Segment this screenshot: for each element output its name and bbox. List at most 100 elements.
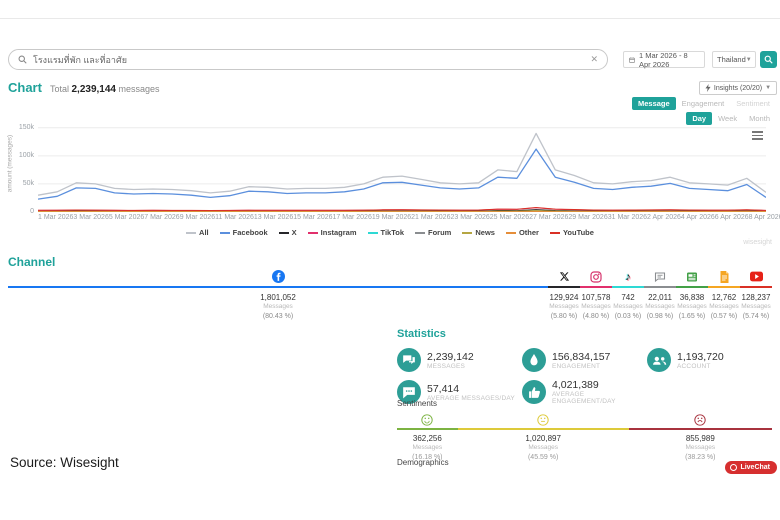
search-input[interactable]: โรงแรมที่พัก และที่อาศัย ✕ <box>8 49 608 70</box>
chart-menu-icon[interactable] <box>752 131 763 142</box>
sentiment-percent: (45.59 %) <box>527 454 559 461</box>
legend-item-instagram[interactable]: Instagram <box>307 228 357 237</box>
stat-value: 2,239,142 <box>427 350 474 363</box>
x-tick-label: 4 Apr 2026 <box>680 214 715 221</box>
x-tick-label: 15 Mar 2026 <box>293 214 333 221</box>
chart-watermark: wisesight <box>743 239 772 246</box>
top-divider <box>0 18 780 19</box>
sentiment-percent: (16.18 %) <box>412 454 443 461</box>
document-icon <box>719 269 730 284</box>
tab-message[interactable]: Message <box>631 97 676 110</box>
legend-label: Instagram <box>320 228 357 237</box>
date-range-value: 1 Mar 2026 - 8 Apr 2026 <box>638 50 688 69</box>
tab-month[interactable]: Month <box>749 114 770 123</box>
statistics-title: Statistics <box>397 328 446 340</box>
sentiment-negative: 855,989 Messages (38.23 %) <box>628 413 772 461</box>
y-axis-label: 100k <box>18 152 34 159</box>
stat-label: ENGAGEMENT <box>552 362 601 370</box>
channel-facebook: 1,801,052 Messages (80.43 %) <box>8 269 548 320</box>
negative-face-icon <box>694 413 706 426</box>
tab-engagement[interactable]: Engagement <box>681 99 725 108</box>
instagram-icon <box>590 269 602 284</box>
channel-unit: Messages <box>709 303 739 310</box>
channel-youtube: 128,237 Messages (5.74 %) <box>740 269 772 320</box>
channel-x: 129,924 Messages (5.80 %) <box>548 269 580 320</box>
legend-label: X <box>291 228 297 237</box>
x-tick-label: 25 Mar 2026 <box>489 214 530 221</box>
country-value: Thailand <box>717 55 746 64</box>
channel-unit: Messages <box>677 303 707 310</box>
legend-marker <box>186 231 197 234</box>
avg-engagement-icon <box>522 380 546 404</box>
x-tick-label: 3 Mar 2026 <box>73 214 109 221</box>
livechat-badge[interactable]: LiveChat <box>725 461 777 474</box>
x-tick-label: 6 Apr 2026 <box>714 214 749 221</box>
search-button[interactable] <box>760 51 777 68</box>
legend-label: Facebook <box>232 228 268 237</box>
legend-item-all[interactable]: All <box>186 228 209 237</box>
tab-week[interactable]: Week <box>718 114 738 123</box>
legend-marker <box>505 231 516 234</box>
demographics-title: Demographics <box>397 458 449 467</box>
channel-percent: (5.74 %) <box>742 313 770 320</box>
tiktok-icon: ♪ <box>625 270 631 283</box>
insights-button[interactable]: Insights (20/20) ▼ <box>699 81 777 95</box>
legend-item-forum[interactable]: Forum <box>415 228 451 237</box>
channel-unit: Messages <box>263 303 293 310</box>
channel-value: 107,578 <box>581 293 611 302</box>
stat-average-engagement-day: 4,021,389 AVERAGE ENGAGEMENT/DAY <box>522 379 647 405</box>
x-tick-label: 7 Mar 2026 <box>144 214 180 221</box>
legend-marker <box>307 231 318 234</box>
total-messages: Total 2,239,144 messages <box>49 84 160 95</box>
y-axis-label: 50k <box>22 180 34 187</box>
clear-search-icon[interactable]: ✕ <box>590 54 598 64</box>
channel-section-title: Channel <box>8 255 56 269</box>
sentiment-underline <box>397 428 458 430</box>
line-chart <box>38 127 766 212</box>
total-messages-value: 2,239,144 <box>71 84 116 95</box>
x-axis-ticks: 1 Mar 2026 3 Mar 2026 5 Mar 2026 7 Mar 2026… <box>38 214 780 221</box>
positive-face-icon <box>421 413 434 426</box>
legend-item-other[interactable]: Other <box>505 228 539 237</box>
calendar-icon <box>629 57 635 63</box>
legend-marker <box>415 231 426 234</box>
stat-average-messages-day: 57,414 AVERAGE MESSAGES/DAY <box>397 379 522 405</box>
tab-sentiment[interactable]: Sentiment <box>736 99 770 108</box>
tab-day[interactable]: Day <box>686 112 713 125</box>
news-icon <box>686 269 698 284</box>
channel-bar: 1,801,052 Messages (80.43 %) 129,924 Message… <box>8 269 772 320</box>
country-select[interactable]: Thailand ▼ <box>712 51 756 68</box>
x-icon <box>559 269 570 284</box>
channel-underline <box>676 286 708 288</box>
channel-value: 129,924 <box>549 293 579 302</box>
legend-item-youtube[interactable]: YouTube <box>549 228 594 237</box>
legend-item-facebook[interactable]: Facebook <box>219 228 268 237</box>
legend-item-news[interactable]: News <box>462 228 495 237</box>
y-axis-label: 150k <box>18 124 34 131</box>
legend-item-tiktok[interactable]: TikTok <box>367 228 404 237</box>
channel-percent: (80.43 %) <box>262 313 294 320</box>
series-youtube <box>38 207 766 211</box>
legend-item-x[interactable]: X <box>278 228 297 237</box>
stat-label: AVERAGE ENGAGEMENT/DAY <box>552 391 616 405</box>
chart-legend: All Facebook X Instagram TikTok Forum News Othe… <box>0 228 780 237</box>
channel-underline <box>548 286 580 288</box>
date-range-picker[interactable]: 1 Mar 2026 - 8 Apr 2026 <box>623 50 705 69</box>
legend-label: YouTube <box>562 228 594 237</box>
sentiment-neutral: 1,020,897 Messages (45.59 %) <box>457 413 629 461</box>
x-tick-label: 2 Apr 2026 <box>647 214 681 221</box>
stat-value: 1,193,720 <box>677 350 724 363</box>
x-tick-label: 19 Mar 2026 <box>371 214 412 221</box>
x-tick-label: 11 Mar 2026 <box>215 214 254 221</box>
channel-underline <box>708 286 740 288</box>
channel-instagram: 107,578 Messages (4.80 %) <box>580 269 612 320</box>
series-facebook <box>38 148 766 200</box>
y-axis-title: amount (messages) <box>6 134 14 193</box>
engagement-icon <box>522 348 546 372</box>
y-axis-label: 0 <box>30 208 34 215</box>
channel-underline <box>644 286 676 288</box>
sentiment-unit: Messages <box>685 444 716 451</box>
sentiment-unit: Messages <box>412 444 443 451</box>
accounts-icon <box>647 348 671 372</box>
channel-underline <box>8 286 548 288</box>
